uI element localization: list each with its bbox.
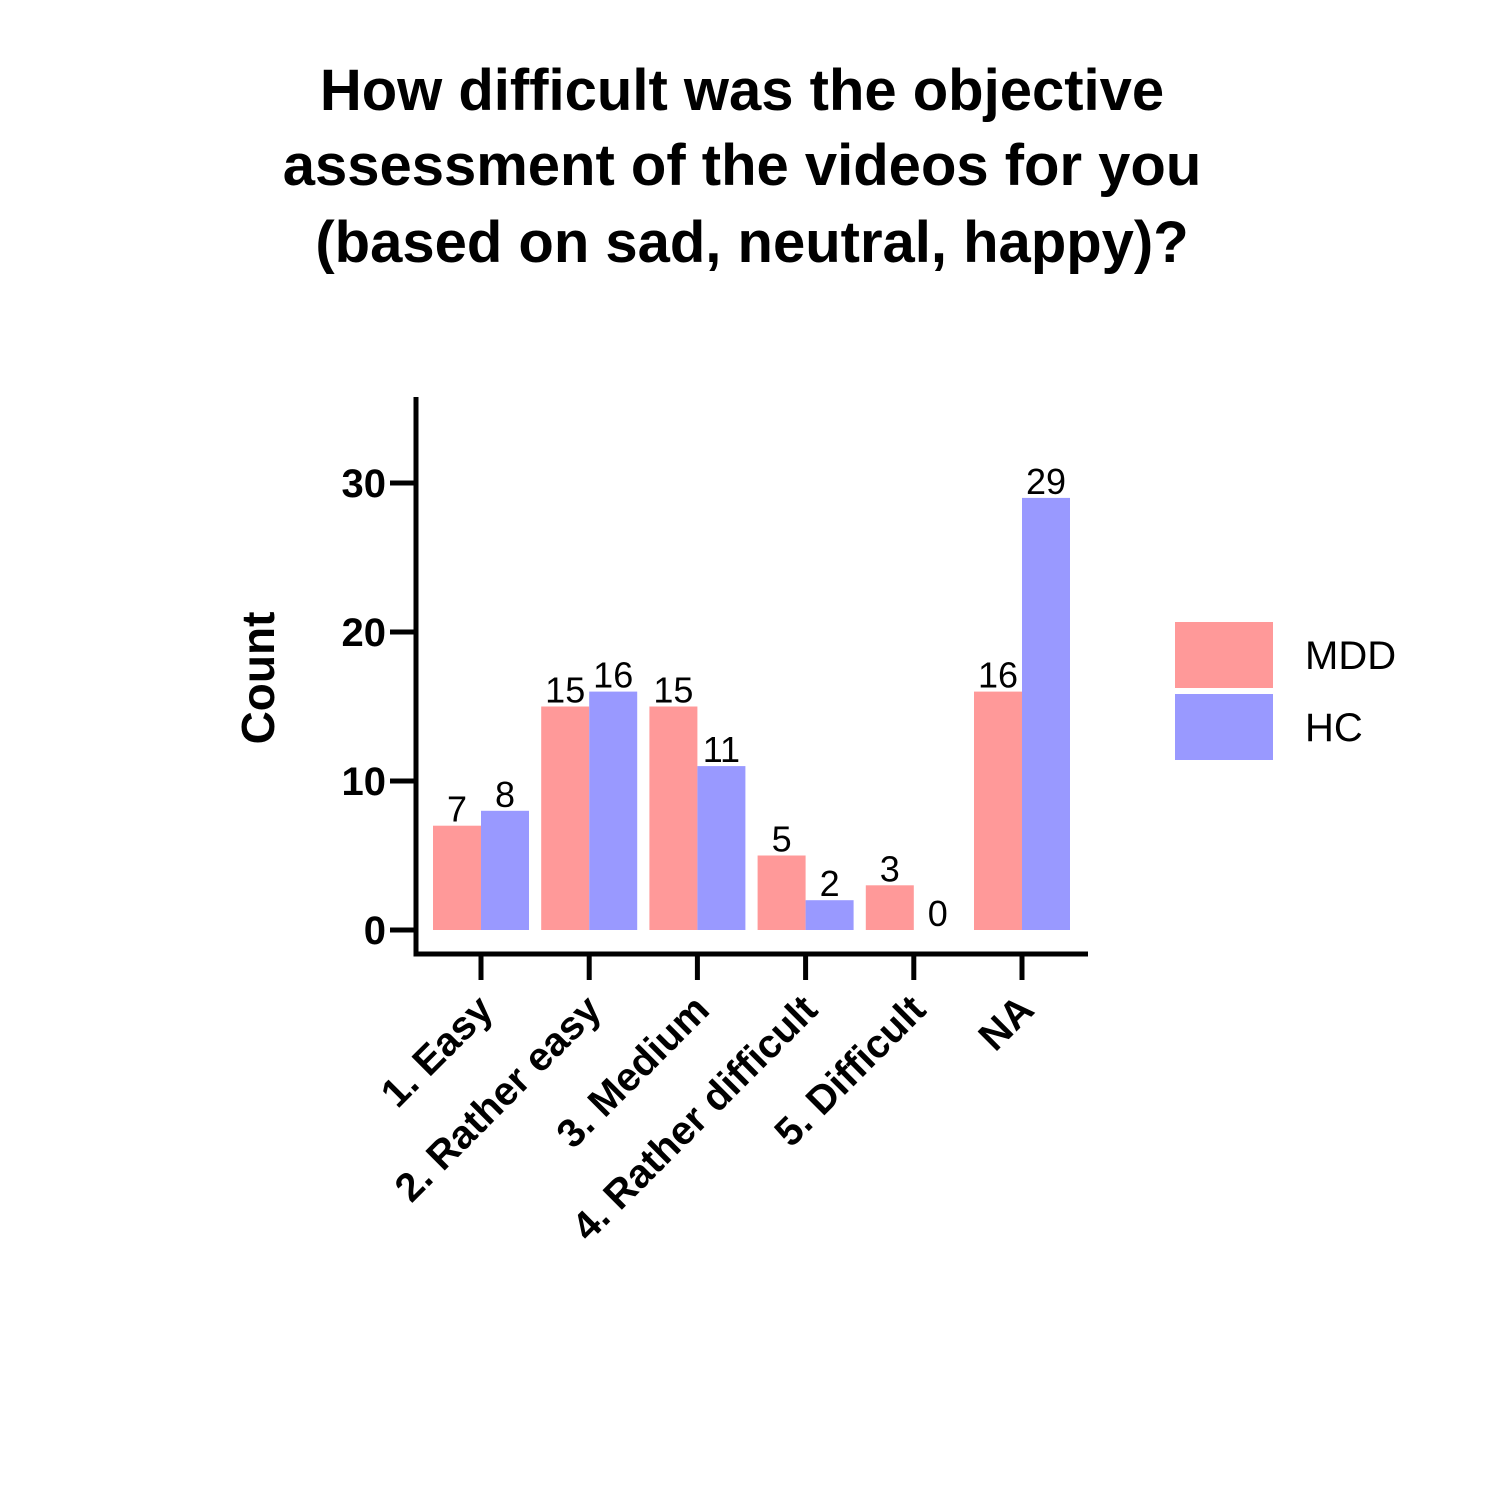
bar-mdd	[541, 706, 590, 930]
data-label-mdd: 3	[880, 848, 900, 889]
chart-title-line-3: (based on sad, neutral, happy)?	[315, 210, 1188, 275]
y-axis-label: Count	[232, 612, 284, 745]
legend-swatch-mdd	[1175, 622, 1273, 688]
data-label-mdd: 15	[545, 670, 585, 711]
data-label-hc: 29	[1026, 461, 1066, 502]
chart-title-line-2: assessment of the videos for you	[283, 133, 1202, 198]
data-label-mdd: 7	[447, 789, 467, 830]
legend-label-mdd: MDD	[1305, 634, 1396, 678]
bar-mdd	[865, 885, 914, 930]
y-tick-label: 10	[342, 760, 387, 804]
bar-mdd	[757, 855, 806, 930]
bar-hc	[697, 766, 746, 930]
chart-title-line-1: How difficult was the objective	[320, 58, 1164, 123]
bar-hc	[1022, 497, 1070, 930]
data-label-mdd: 16	[978, 655, 1018, 696]
data-label-hc: 2	[820, 863, 840, 904]
bar-mdd	[433, 825, 481, 930]
y-tick-label: 30	[342, 462, 387, 506]
data-label-hc: 8	[495, 774, 515, 815]
legend: MDD HC	[1175, 622, 1396, 760]
bar-mdd	[649, 706, 698, 930]
data-label-hc: 0	[928, 893, 948, 934]
data-label-hc: 11	[703, 729, 740, 770]
legend-label-hc: HC	[1305, 706, 1363, 750]
y-tick-label: 20	[342, 611, 387, 655]
bar-hc	[481, 810, 529, 930]
bar-mdd	[974, 691, 1022, 930]
data-label-mdd: 5	[772, 819, 792, 860]
legend-swatch-hc	[1175, 694, 1273, 760]
x-tick-label: NA	[970, 987, 1042, 1059]
chart-title: How difficult was the objective assessme…	[283, 58, 1202, 275]
data-label-mdd: 15	[653, 670, 693, 711]
bar-hc	[589, 691, 638, 930]
data-label-hc: 16	[593, 655, 633, 696]
bar-hc	[805, 900, 854, 930]
y-tick-label: 0	[364, 909, 386, 953]
